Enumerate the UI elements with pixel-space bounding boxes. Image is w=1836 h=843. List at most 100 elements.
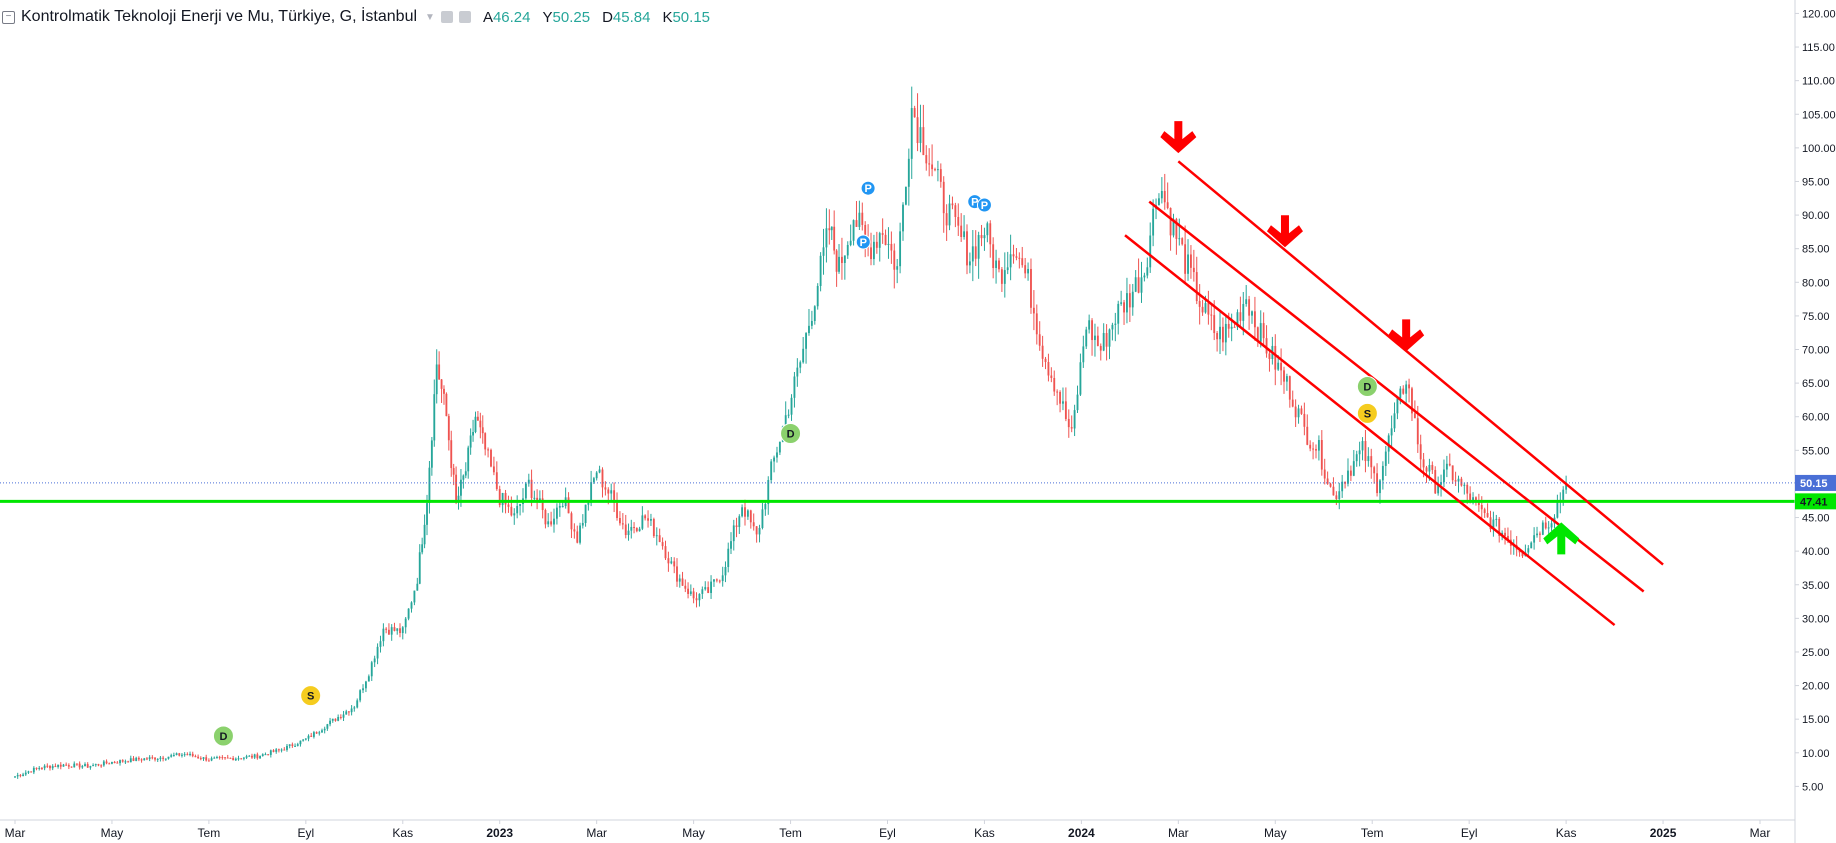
candle-body [835, 250, 838, 272]
candle-body [438, 364, 441, 380]
settings-icon[interactable] [458, 11, 471, 23]
candle-body [890, 243, 893, 251]
candle-body [613, 490, 616, 503]
candle-body [864, 224, 867, 239]
candle-body [630, 526, 633, 531]
chevron-down-icon[interactable]: ▼ [425, 11, 435, 23]
candle-body [553, 518, 555, 525]
last-price-tag [1795, 474, 1836, 491]
candle-body [1248, 299, 1251, 316]
candle-body [245, 756, 248, 758]
candle-body [1265, 338, 1268, 354]
candle-body [966, 231, 968, 266]
x-tick-label: May [1264, 826, 1287, 840]
candle-body [936, 169, 939, 171]
candle-body [607, 489, 610, 494]
candle-body [474, 416, 477, 433]
candle-body [819, 255, 822, 286]
candle-body [376, 646, 379, 659]
candle-body [272, 750, 275, 752]
candle-body [948, 203, 951, 226]
candle-body [404, 618, 407, 628]
candle-body [1056, 391, 1059, 393]
candle-body [167, 756, 170, 759]
candle-body [1294, 406, 1297, 418]
y-tick-label: 5.00 [1802, 781, 1823, 793]
y-tick-label: 45.00 [1802, 513, 1830, 525]
candle-body [460, 479, 462, 496]
candle-body [770, 461, 773, 481]
candle-body [501, 492, 504, 506]
candle-body [1099, 345, 1102, 351]
candle-body [910, 108, 913, 159]
candle-body [592, 478, 595, 483]
candle-body [681, 578, 684, 586]
candle-body [337, 716, 340, 721]
candle-body [1489, 517, 1492, 530]
candle-body [234, 758, 237, 761]
candle-body [1402, 388, 1405, 394]
candle-body [1067, 418, 1070, 428]
candle-body [601, 469, 604, 488]
y-tick-label: 80.00 [1802, 277, 1830, 289]
candle-body [1454, 480, 1457, 482]
candle-body [435, 364, 438, 395]
candle-body [727, 548, 730, 568]
candle-body [312, 732, 315, 737]
y-tick-label: 25.00 [1802, 647, 1830, 659]
candle-body [980, 235, 983, 239]
candle-body [1259, 323, 1262, 342]
candle-body [232, 758, 235, 761]
candle-body [513, 513, 516, 516]
event-marker-label: S [307, 691, 314, 703]
candle-body [667, 558, 670, 564]
candle-body [86, 764, 89, 768]
candle-body [858, 212, 861, 227]
candle-body [1326, 478, 1329, 484]
candle-body [111, 761, 113, 764]
candle-body [213, 757, 216, 759]
candle-body [197, 756, 200, 759]
minus-square-icon[interactable]: − [2, 10, 15, 24]
candle-body [1274, 345, 1277, 370]
candle-body [790, 397, 793, 415]
candle-body [1233, 326, 1236, 328]
candle-body [14, 776, 16, 778]
y-tick-label: 115.00 [1802, 42, 1835, 54]
candle-body [416, 583, 419, 591]
candle-body [1085, 329, 1088, 347]
candle-body [387, 629, 390, 635]
symbol-title[interactable]: Kontrolmatik Teknoloji Enerji ve Mu, Tür… [21, 8, 418, 25]
candle-body [1492, 519, 1495, 530]
candle-body [296, 744, 299, 746]
down-arrow-shape [1160, 121, 1197, 154]
candle-body [635, 528, 638, 532]
candle-body [1102, 333, 1105, 351]
candle-body [1152, 208, 1155, 236]
y-tick-label: 70.00 [1802, 345, 1830, 357]
eye-icon[interactable] [440, 11, 453, 23]
ohlc-close: K50.15 [662, 8, 711, 26]
candle-body [861, 212, 864, 225]
y-tick-label: 95.00 [1802, 176, 1830, 188]
candle-body [345, 711, 348, 715]
x-tick-label: Mar [1168, 826, 1189, 840]
candle-body [802, 348, 805, 363]
candle-body [347, 711, 350, 713]
candle-body [124, 761, 127, 763]
candle-body [1076, 394, 1079, 411]
trend-channel-line [1124, 234, 1616, 627]
down-arrow-icon [1266, 215, 1303, 248]
y-tick-label: 75.00 [1802, 311, 1830, 323]
candle-body [633, 526, 635, 529]
candle-body [1413, 413, 1416, 419]
candle-body [1227, 323, 1230, 329]
candle-body [558, 506, 561, 508]
candle-body [830, 226, 833, 231]
support-tag [1795, 493, 1836, 510]
candle-body [715, 579, 718, 581]
candle-body [896, 266, 899, 270]
candle-body [610, 490, 613, 494]
candle-body [1134, 277, 1137, 292]
